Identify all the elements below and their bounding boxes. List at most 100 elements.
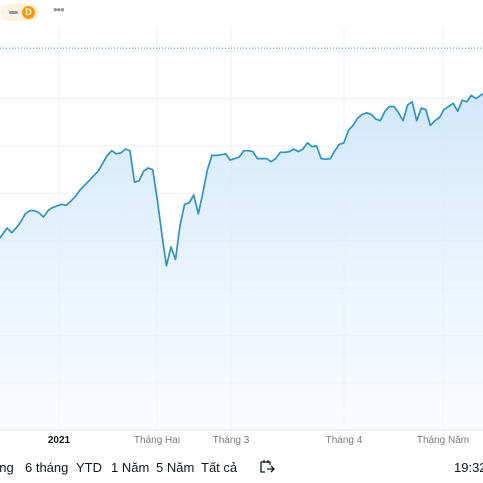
data-point bbox=[393, 106, 395, 108]
data-point bbox=[307, 142, 309, 144]
x-tick-label: 2021 bbox=[48, 435, 71, 446]
range-button-3m[interactable]: ang bbox=[0, 460, 14, 475]
data-point bbox=[175, 259, 177, 261]
data-point bbox=[466, 101, 468, 103]
data-point bbox=[79, 189, 81, 191]
data-point bbox=[143, 170, 145, 172]
more-dots-icon[interactable]: ••• bbox=[53, 2, 65, 17]
data-point bbox=[56, 205, 58, 207]
data-point bbox=[52, 207, 54, 209]
data-point bbox=[124, 148, 126, 150]
data-point bbox=[334, 150, 336, 152]
minus-bar-icon bbox=[9, 11, 18, 14]
x-tick-label: Tháng 3 bbox=[213, 435, 250, 446]
data-point bbox=[443, 109, 445, 111]
data-point bbox=[111, 150, 113, 152]
area-chart[interactable]: 2021 Tháng Hai Tháng 3 Tháng 4 Tháng Năm bbox=[0, 0, 483, 454]
data-point bbox=[170, 246, 172, 248]
data-point bbox=[416, 120, 418, 122]
data-point bbox=[193, 194, 195, 196]
range-button-all[interactable]: Tất cả bbox=[201, 460, 238, 475]
data-point bbox=[65, 204, 67, 206]
data-point bbox=[197, 213, 199, 215]
data-point bbox=[165, 265, 167, 267]
data-point bbox=[129, 150, 131, 152]
data-point bbox=[6, 227, 8, 229]
data-point bbox=[61, 203, 63, 205]
data-point bbox=[352, 124, 354, 126]
data-point bbox=[216, 154, 218, 156]
data-point bbox=[179, 224, 181, 226]
data-point bbox=[256, 158, 258, 160]
interval-badge: D bbox=[22, 6, 35, 19]
data-point bbox=[407, 104, 409, 106]
data-point bbox=[325, 158, 327, 160]
data-point bbox=[384, 110, 386, 112]
data-point bbox=[411, 101, 413, 103]
range-button-ytd[interactable]: YTD bbox=[76, 460, 102, 475]
data-point bbox=[93, 175, 95, 177]
data-point bbox=[43, 216, 45, 218]
x-tick-label: Tháng 4 bbox=[326, 435, 363, 446]
data-point bbox=[366, 112, 368, 114]
range-button-5y[interactable]: 5 Năm bbox=[156, 460, 195, 475]
data-point bbox=[461, 99, 463, 101]
x-tick-label: Tháng Hai bbox=[134, 435, 180, 446]
data-point bbox=[24, 213, 26, 215]
data-point bbox=[284, 151, 286, 153]
data-point bbox=[11, 232, 13, 234]
data-point bbox=[247, 150, 249, 152]
data-point bbox=[138, 180, 140, 182]
data-point bbox=[439, 117, 441, 119]
data-point bbox=[320, 158, 322, 160]
chart-top-toolbar: D ••• bbox=[0, 0, 483, 26]
data-point bbox=[29, 210, 31, 212]
data-point bbox=[261, 158, 263, 160]
data-point bbox=[188, 202, 190, 204]
data-point bbox=[206, 169, 208, 171]
data-point bbox=[348, 129, 350, 131]
data-point bbox=[115, 153, 117, 155]
x-axis: 2021 Tháng Hai Tháng 3 Tháng 4 Tháng Năm bbox=[0, 429, 483, 446]
data-point bbox=[275, 158, 277, 160]
data-point bbox=[229, 159, 231, 161]
data-point bbox=[252, 151, 254, 153]
data-point bbox=[161, 233, 163, 235]
data-point bbox=[234, 158, 236, 160]
data-point bbox=[84, 184, 86, 186]
data-point bbox=[420, 107, 422, 109]
bottom-toolbar: ang 6 tháng YTD 1 Năm 5 Năm Tất cả 19:32 bbox=[0, 454, 483, 483]
interval-selector[interactable]: D bbox=[0, 4, 39, 21]
data-point bbox=[311, 146, 313, 148]
data-point bbox=[288, 151, 290, 153]
data-point bbox=[329, 158, 331, 160]
data-point bbox=[370, 113, 372, 115]
data-point bbox=[47, 210, 49, 212]
data-point bbox=[402, 120, 404, 122]
range-button-1y[interactable]: 1 Năm bbox=[111, 460, 150, 475]
data-point bbox=[134, 181, 136, 183]
data-point bbox=[102, 162, 104, 164]
data-point bbox=[434, 120, 436, 122]
data-point bbox=[388, 106, 390, 108]
data-point bbox=[266, 158, 268, 160]
series-line bbox=[0, 92, 483, 267]
data-point bbox=[429, 124, 431, 126]
x-tick-label: Tháng Năm bbox=[417, 435, 469, 446]
data-point bbox=[225, 153, 227, 155]
range-button-6m[interactable]: 6 tháng bbox=[25, 460, 69, 475]
data-point bbox=[33, 210, 35, 212]
data-point bbox=[88, 180, 90, 182]
data-point bbox=[243, 150, 245, 152]
data-point bbox=[361, 113, 363, 115]
data-point bbox=[156, 199, 158, 201]
data-point bbox=[297, 151, 299, 153]
data-point bbox=[316, 145, 318, 147]
data-point bbox=[425, 109, 427, 111]
data-point bbox=[452, 102, 454, 104]
data-point bbox=[338, 143, 340, 145]
data-point bbox=[293, 148, 295, 150]
data-point bbox=[375, 118, 377, 120]
calendar-goto-icon[interactable] bbox=[259, 459, 275, 475]
data-point bbox=[448, 106, 450, 108]
